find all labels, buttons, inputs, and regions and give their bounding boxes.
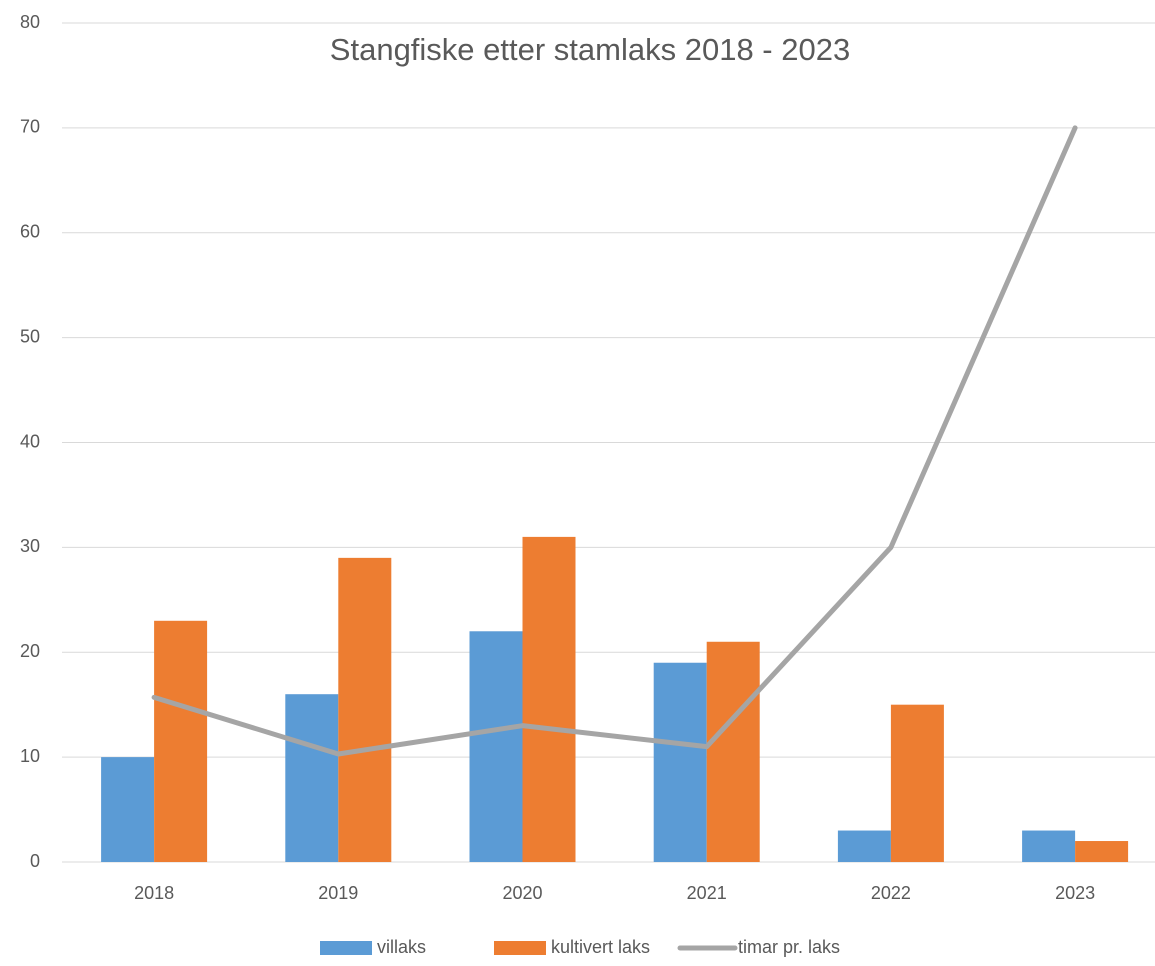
y-tick-label: 0 <box>30 851 40 871</box>
y-tick-label: 80 <box>20 12 40 32</box>
legend-label: timar pr. laks <box>738 937 840 957</box>
bar <box>101 757 155 862</box>
y-tick-label: 60 <box>20 222 40 242</box>
x-tick-label: 2021 <box>687 883 727 903</box>
chart-title: Stangfiske etter stamlaks 2018 - 2023 <box>330 32 850 67</box>
y-tick-label: 20 <box>20 641 40 661</box>
x-tick-label: 2019 <box>318 883 358 903</box>
x-tick-label: 2018 <box>134 883 174 903</box>
x-tick-label: 2022 <box>871 883 911 903</box>
bar <box>837 830 891 862</box>
bar <box>522 536 576 862</box>
y-tick-label: 30 <box>20 536 40 556</box>
legend-label: villaks <box>377 937 426 957</box>
bar <box>890 704 944 862</box>
y-tick-label: 70 <box>20 117 40 137</box>
legend-label: kultivert laks <box>551 937 650 957</box>
bar <box>285 694 339 862</box>
bar <box>338 557 392 862</box>
bar <box>1075 841 1129 862</box>
x-tick-label: 2020 <box>502 883 542 903</box>
bar <box>1022 830 1076 862</box>
bar <box>653 662 707 862</box>
y-tick-label: 40 <box>20 431 40 451</box>
legend-swatch <box>494 941 546 955</box>
bar <box>154 620 208 862</box>
y-tick-label: 50 <box>20 326 40 346</box>
y-tick-label: 10 <box>20 746 40 766</box>
bar <box>706 641 760 862</box>
x-tick-label: 2023 <box>1055 883 1095 903</box>
bar <box>469 631 523 862</box>
line-series <box>151 125 1078 757</box>
legend-swatch <box>320 941 372 955</box>
